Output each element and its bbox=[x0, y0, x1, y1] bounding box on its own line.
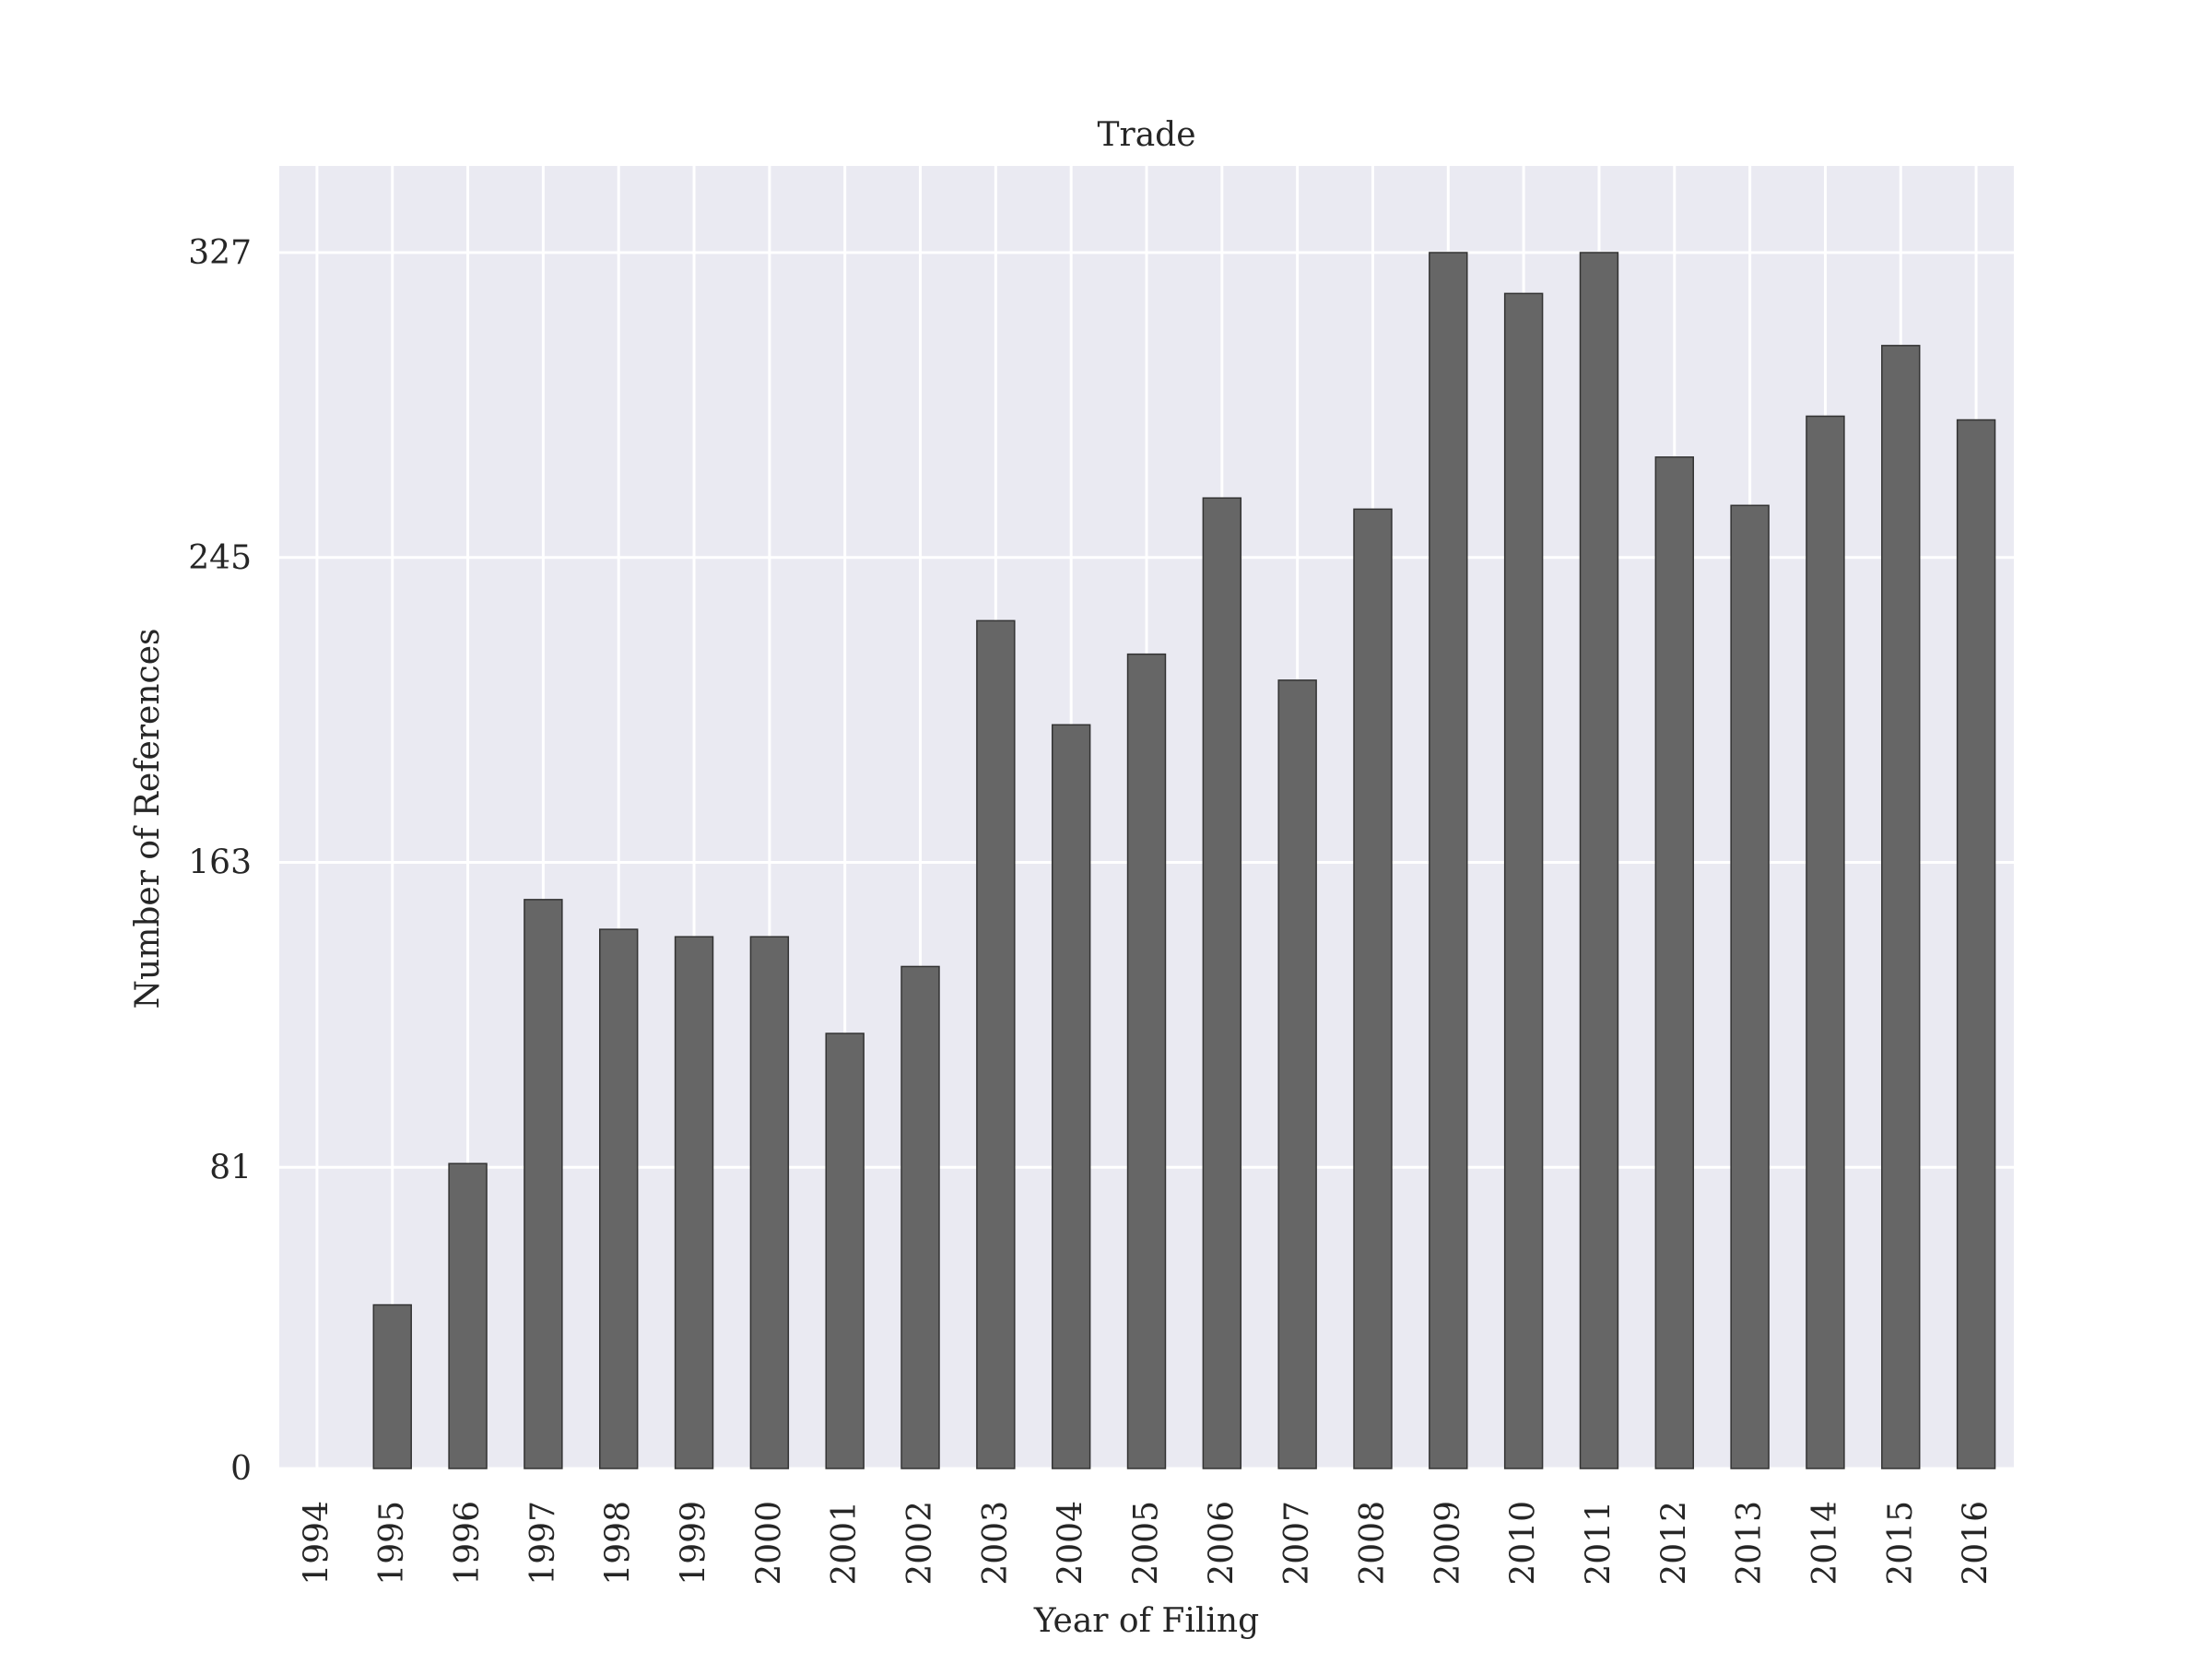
x-tick-label: 1998 bbox=[600, 1501, 638, 1586]
x-tick-label: 2006 bbox=[1203, 1501, 1241, 1586]
y-tick-label: 81 bbox=[209, 1149, 252, 1186]
x-tick-label: 2000 bbox=[750, 1501, 788, 1586]
bar-1996 bbox=[448, 1162, 488, 1469]
bar-2006 bbox=[1202, 497, 1242, 1469]
x-tick-label: 1999 bbox=[676, 1501, 713, 1586]
x-tick-label: 1996 bbox=[449, 1501, 487, 1586]
x-tick-label: 2002 bbox=[901, 1501, 939, 1586]
bar-2008 bbox=[1353, 508, 1393, 1469]
x-tick-label: 1995 bbox=[373, 1501, 411, 1586]
x-tick-label: 2005 bbox=[1128, 1501, 1166, 1586]
x-tick-label: 2001 bbox=[826, 1501, 864, 1586]
bar-2014 bbox=[1806, 415, 1845, 1469]
bar-2005 bbox=[1126, 653, 1167, 1469]
y-tick-label: 327 bbox=[188, 234, 252, 272]
x-tick-label: 2007 bbox=[1278, 1501, 1316, 1586]
x-tick-label: 2011 bbox=[1580, 1501, 1618, 1586]
y-tick-label: 245 bbox=[188, 539, 252, 577]
bar-1995 bbox=[372, 1303, 412, 1469]
x-tick-label: 2010 bbox=[1505, 1501, 1543, 1586]
bar-2010 bbox=[1503, 292, 1544, 1469]
y-axis-label: Number of References bbox=[129, 629, 167, 1009]
bar-2001 bbox=[825, 1032, 865, 1469]
x-tick-label: 2009 bbox=[1430, 1501, 1467, 1586]
x-tick-label: 1994 bbox=[298, 1501, 335, 1586]
y-tick-labels: 0 81 163 245 327 bbox=[188, 234, 252, 1488]
bar-1999 bbox=[674, 936, 714, 1469]
bar-2011 bbox=[1579, 252, 1619, 1469]
x-tick-label: 2012 bbox=[1655, 1501, 1693, 1586]
x-tick-label: 2003 bbox=[977, 1501, 1015, 1586]
x-tick-label: 2016 bbox=[1958, 1501, 1995, 1586]
x-tick-label: 2014 bbox=[1806, 1501, 1844, 1586]
bar-2015 bbox=[1881, 345, 1921, 1469]
bar-1997 bbox=[524, 899, 563, 1469]
bars bbox=[372, 252, 1996, 1469]
x-tick-labels: 1994 1995 1996 1997 1998 1999 2000 2001 2002 2003… bbox=[298, 1501, 1994, 1586]
x-tick-label: 2013 bbox=[1731, 1501, 1769, 1586]
x-axis-label: Year of Filing bbox=[1033, 1602, 1259, 1640]
x-tick-label: 2015 bbox=[1882, 1501, 1920, 1586]
bar-2016 bbox=[1956, 419, 1996, 1469]
y-tick-label: 0 bbox=[230, 1450, 252, 1488]
x-tick-label: 2008 bbox=[1354, 1501, 1392, 1586]
bar-2004 bbox=[1051, 724, 1091, 1469]
bar-2007 bbox=[1277, 679, 1317, 1469]
bar-2012 bbox=[1654, 456, 1694, 1469]
x-tick-label: 2004 bbox=[1053, 1501, 1090, 1586]
bar-2003 bbox=[976, 619, 1016, 1469]
bar-2013 bbox=[1730, 504, 1770, 1469]
bar-2009 bbox=[1429, 252, 1468, 1469]
x-tick-label: 1997 bbox=[524, 1501, 562, 1586]
bar-1998 bbox=[599, 928, 639, 1469]
chart-title: Trade bbox=[1097, 116, 1195, 154]
bar-2000 bbox=[749, 936, 790, 1469]
bar-2002 bbox=[900, 965, 940, 1469]
y-tick-label: 163 bbox=[188, 844, 252, 882]
